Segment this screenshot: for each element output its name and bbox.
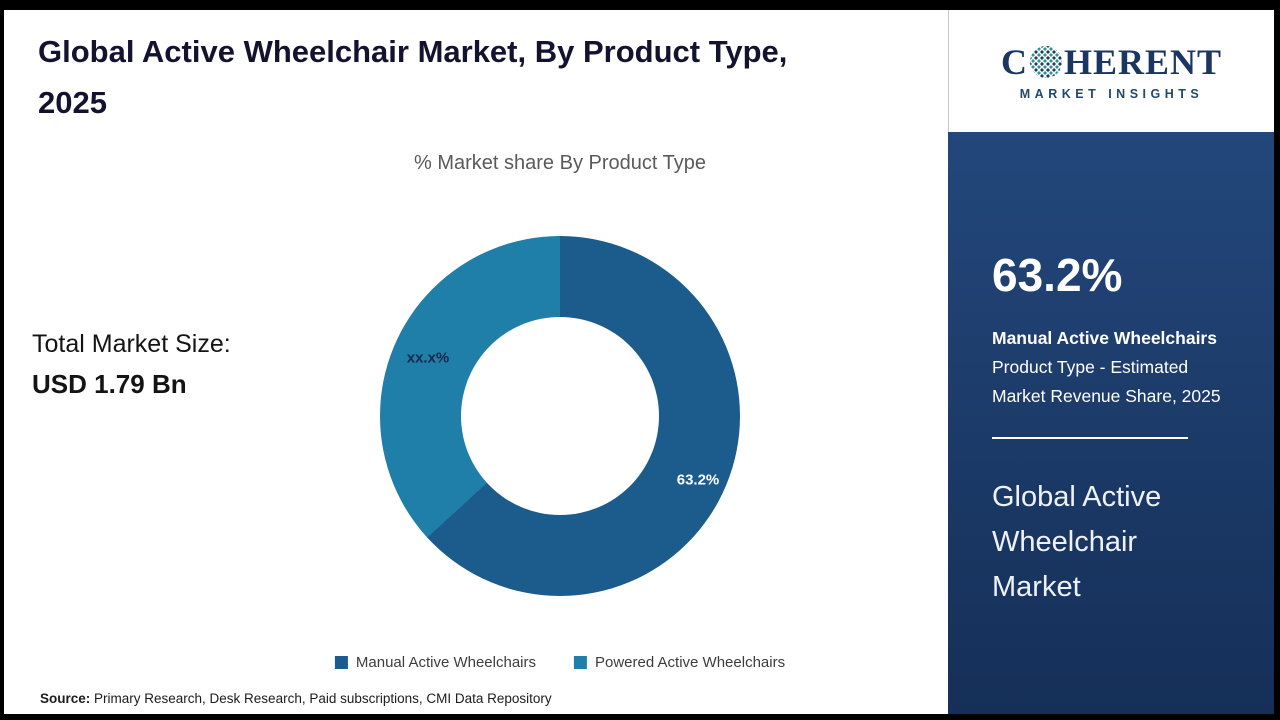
legend-swatch (334, 656, 348, 669)
globe-icon (1029, 46, 1062, 78)
logo-letters: HERENT (1063, 42, 1223, 82)
page-title: Global Active Wheelchair Market, By Prod… (38, 34, 788, 121)
chart-area: Global Active Wheelchair Market, By Prod… (4, 10, 948, 714)
highlight-description: Manual Active Wheelchairs Product Type -… (992, 324, 1246, 411)
infographic-frame: Global Active Wheelchair Market, By Prod… (4, 10, 1274, 714)
chart-subtitle: % Market share By Product Type (414, 152, 706, 174)
logo-letter-c: C (1000, 42, 1028, 82)
legend-item: Powered Active Wheelchairs (574, 654, 785, 671)
company-logo: C HERENT MARKET INSIGHTS (1001, 41, 1222, 101)
panel-divider (992, 436, 1188, 439)
donut-hole (461, 317, 659, 515)
logo-area: C HERENT MARKET INSIGHTS (948, 10, 1274, 132)
total-market-block: Total Market Size: USD 1.79 Bn (32, 330, 231, 400)
legend-label: Powered Active Wheelchairs (595, 654, 786, 671)
source-label: Source: (40, 691, 91, 706)
highlight-description-rest: Product Type - Estimated Market Revenue … (992, 356, 1221, 406)
source-line: Source: Primary Research, Desk Research,… (40, 691, 552, 706)
source-text: Primary Research, Desk Research, Paid su… (90, 691, 552, 706)
legend-label: Manual Active Wheelchairs (355, 654, 536, 671)
logo-subtitle: MARKET INSIGHTS (1019, 87, 1204, 101)
legend-swatch (574, 656, 587, 669)
total-market-label: Total Market Size: (32, 330, 231, 358)
donut-chart: 63.2% xx.x% (380, 236, 740, 596)
right-column: C HERENT MARKET INSIGHTS 63.2% Manual Ac… (948, 10, 1274, 714)
highlight-description-bold: Manual Active Wheelchairs (992, 328, 1217, 348)
legend-item: Manual Active Wheelchairs (334, 654, 536, 671)
chart-legend: Manual Active Wheelchairs Powered Active … (334, 654, 785, 671)
total-market-value: USD 1.79 Bn (32, 369, 187, 399)
market-name: Global Active Wheelchair Market (992, 480, 1162, 603)
slice-label-powered: xx.x% (406, 349, 450, 367)
slice-label-manual: 63.2% (676, 471, 720, 489)
highlight-panel: 63.2% Manual Active Wheelchairs Product … (948, 132, 1274, 714)
highlight-stat: 63.2% (992, 249, 1123, 301)
